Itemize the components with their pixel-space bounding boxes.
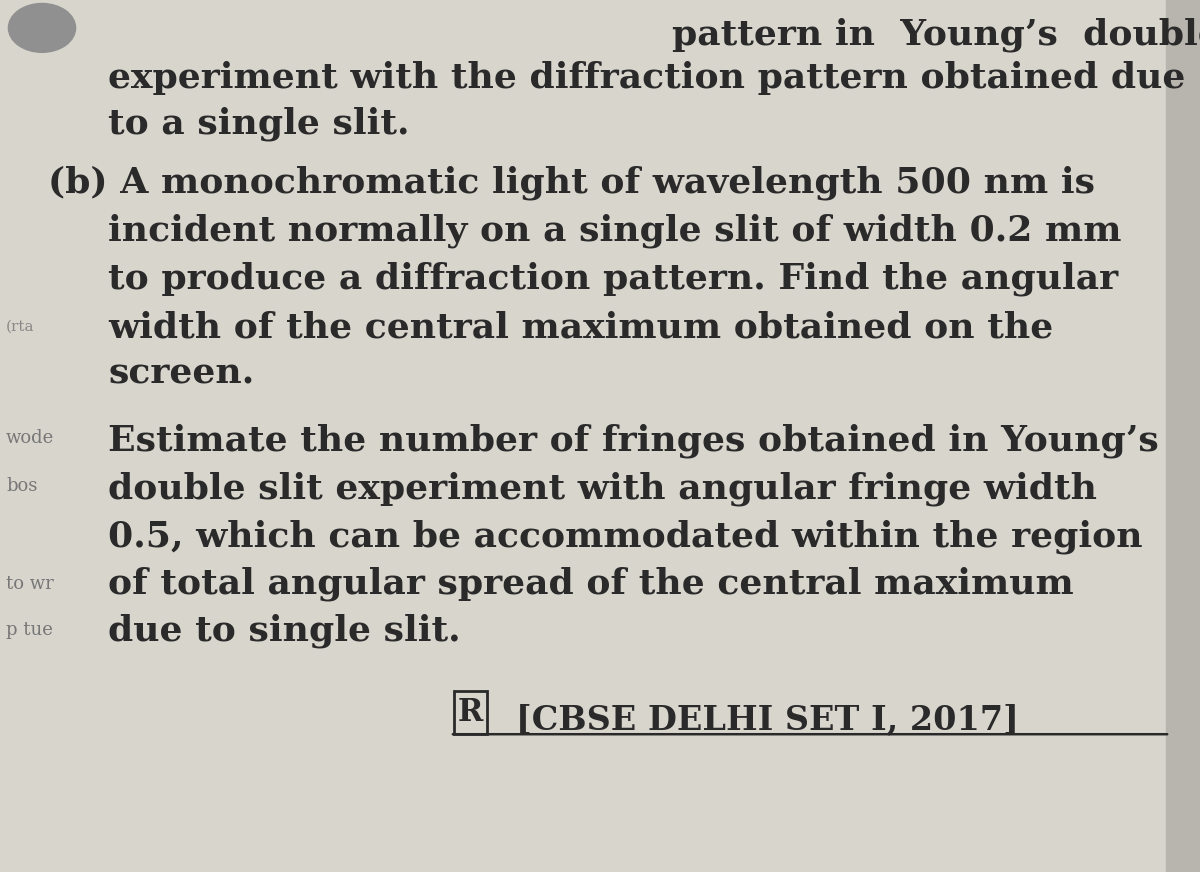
Text: pattern in  Young’s  double  slit: pattern in Young’s double slit [672,17,1200,52]
Text: experiment with the diffraction pattern obtained due: experiment with the diffraction pattern … [108,62,1186,95]
Text: (b) A monochromatic light of wavelength 500 nm is: (b) A monochromatic light of wavelength … [48,166,1096,201]
Text: wode: wode [6,429,54,446]
Text: to wr: to wr [6,576,54,593]
Text: screen.: screen. [108,357,254,390]
Text: incident normally on a single slit of width 0.2 mm: incident normally on a single slit of wi… [108,214,1122,249]
Text: width of the central maximum obtained on the: width of the central maximum obtained on… [108,310,1054,344]
Text: R: R [457,697,484,728]
Text: double slit experiment with angular fringe width: double slit experiment with angular frin… [108,471,1097,506]
Text: p tue: p tue [6,621,53,638]
Text: Estimate the number of fringes obtained in Young’s: Estimate the number of fringes obtained … [108,423,1159,458]
Text: bos: bos [6,477,37,494]
Text: due to single slit.: due to single slit. [108,613,461,648]
Text: [CBSE DELHI SET I, 2017]: [CBSE DELHI SET I, 2017] [516,703,1019,736]
Text: 0.5, which can be accommodated within the region: 0.5, which can be accommodated within th… [108,519,1142,554]
Text: (rta: (rta [6,320,35,334]
Bar [1166,0,1200,872]
Text: to produce a diffraction pattern. Find the angular: to produce a diffraction pattern. Find t… [108,262,1118,296]
Bar [454,691,487,734]
Text: of total angular spread of the central maximum: of total angular spread of the central m… [108,567,1074,602]
Text: to a single slit.: to a single slit. [108,106,409,141]
Circle shape [8,3,76,52]
